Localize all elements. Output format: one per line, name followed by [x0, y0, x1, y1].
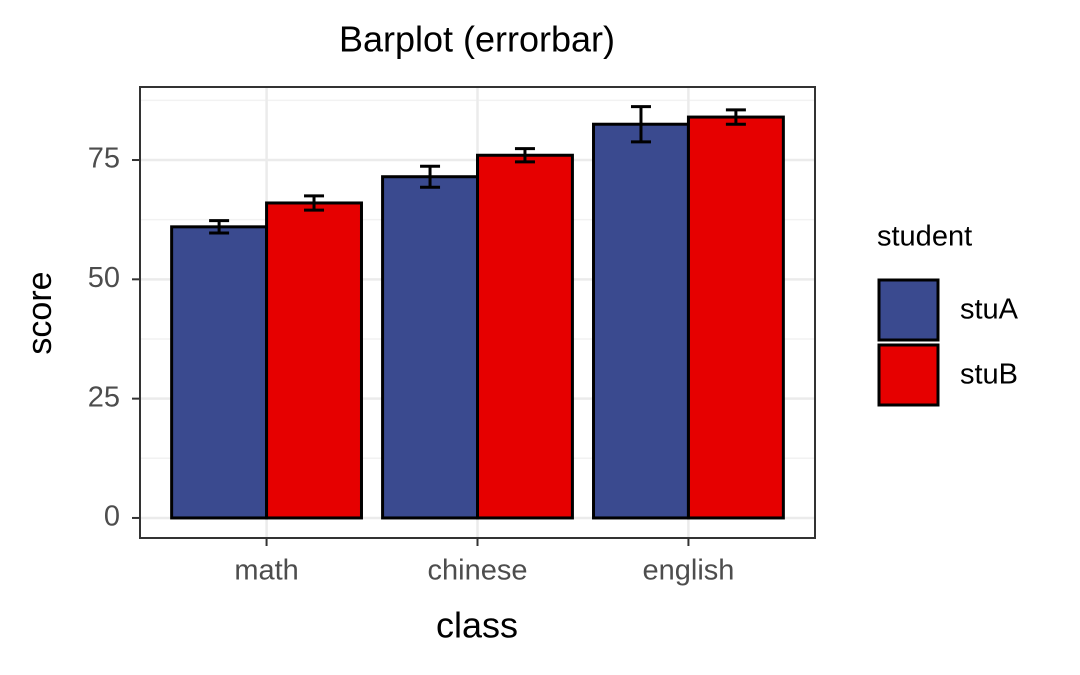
y-tick-label: 25: [88, 381, 120, 413]
y-tick-label: 0: [104, 501, 120, 533]
bar: [265, 201, 363, 520]
error-bar: [420, 164, 441, 189]
legend-key: [877, 278, 940, 342]
plot-area: 0 25 50 75 math chinese english: [88, 86, 816, 587]
legend-label: stuA: [960, 294, 1019, 326]
y-axis-title: score: [21, 271, 59, 354]
error-bar: [514, 147, 535, 164]
legend-label: stuB: [960, 359, 1018, 391]
error-bar: [209, 219, 230, 235]
y-tick-label: 50: [88, 262, 120, 294]
x-tick-label: math: [234, 555, 298, 587]
bar: [170, 225, 269, 520]
legend-key: [877, 343, 940, 407]
legend-title: student: [877, 221, 972, 253]
error-bar: [630, 105, 651, 144]
error-bar: [725, 108, 746, 126]
x-tick-label: chinese: [428, 555, 528, 587]
y-tick-label: 75: [88, 143, 120, 175]
bar: [592, 122, 690, 520]
bar: [476, 153, 574, 520]
panel-border: [139, 86, 816, 539]
chart-title: Barplot (errorbar): [339, 19, 615, 60]
x-tick-label: english: [642, 555, 734, 587]
bar: [686, 115, 785, 520]
x-axis-title: class: [436, 605, 518, 646]
error-bar: [304, 194, 325, 212]
bar: [381, 175, 479, 520]
